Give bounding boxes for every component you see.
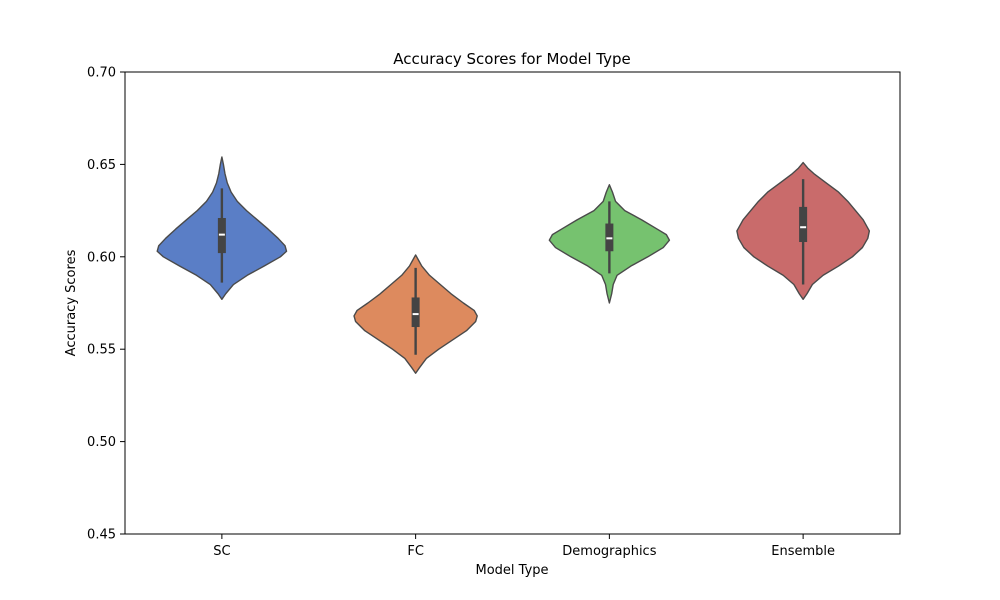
violin-iqr-box (799, 206, 808, 243)
violin-fc (353, 254, 478, 374)
y-tick-label: 0.60 (87, 250, 116, 265)
x-axis-label: Model Type (475, 563, 548, 578)
plot-frame (124, 71, 901, 535)
x-tick-label: SC (213, 544, 230, 559)
x-tick-label: Demographics (562, 544, 656, 559)
chart-title: Accuracy Scores for Model Type (393, 50, 631, 68)
violin-ensemble (736, 161, 871, 300)
violin-iqr-box (411, 297, 420, 328)
y-tick-label: 0.45 (87, 528, 116, 543)
violin-sc (156, 156, 288, 300)
violin-demographics (548, 184, 671, 304)
x-tick-label: Ensemble (771, 544, 835, 559)
x-tick-label: FC (407, 544, 424, 559)
y-tick-label: 0.50 (87, 435, 116, 450)
y-tick-label: 0.70 (87, 66, 116, 81)
y-axis-label: Accuracy Scores (64, 249, 79, 356)
y-tick-label: 0.65 (87, 158, 116, 173)
y-axis: 0.45 0.50 0.55 0.60 0.65 0.70 (87, 66, 125, 543)
x-axis: SC FC Demographics Ensemble (213, 534, 835, 559)
y-tick-label: 0.55 (87, 343, 116, 358)
plot-area (156, 156, 871, 374)
